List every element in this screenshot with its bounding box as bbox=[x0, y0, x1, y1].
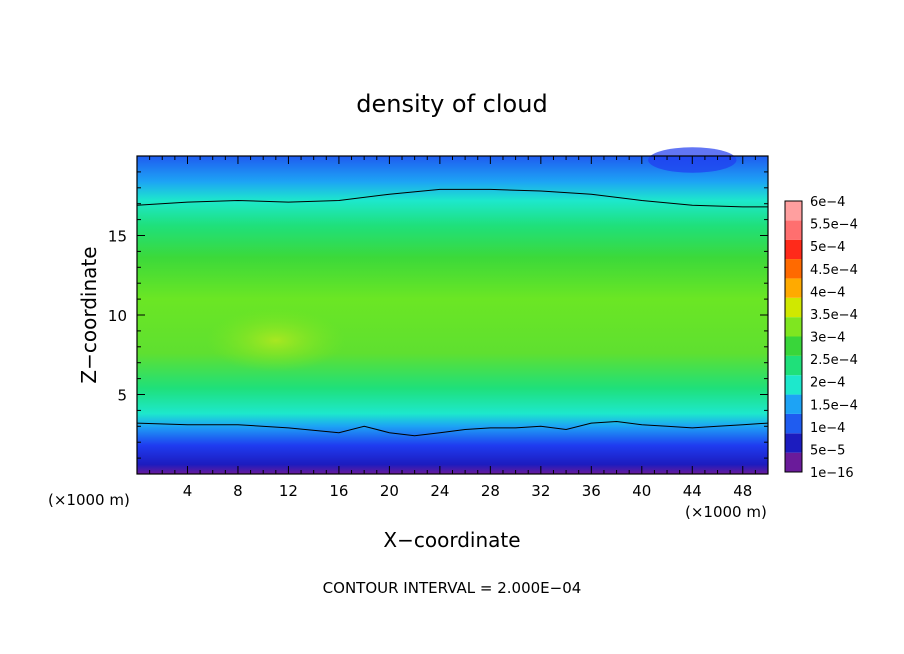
contour-line-2 bbox=[136, 188, 768, 208]
colorbar-swatch bbox=[785, 375, 802, 395]
contour-interval-label: CONTOUR INTERVAL = 2.000E−04 bbox=[323, 579, 582, 597]
x-tick-label: 12 bbox=[279, 482, 298, 500]
colorbar-label: 1e−4 bbox=[810, 421, 845, 436]
x-tick-label: 32 bbox=[531, 482, 550, 500]
colorbar-label: 1.5e−4 bbox=[810, 398, 858, 413]
colorbar-label: 4e−4 bbox=[810, 285, 845, 300]
colorbar-swatch bbox=[785, 452, 802, 472]
y-axis: 5 10 15 bbox=[108, 171, 768, 459]
x-tick-label: 44 bbox=[683, 482, 702, 500]
y-tick-label: 15 bbox=[108, 228, 127, 246]
colorbar-label: 5.5e−4 bbox=[810, 218, 858, 233]
x-tick-label: 8 bbox=[233, 482, 243, 500]
x-unit-right: (×1000 m) bbox=[685, 503, 767, 521]
x-tick-label: 20 bbox=[380, 482, 399, 500]
colorbar-swatch bbox=[785, 355, 802, 376]
colorbar-swatch bbox=[785, 201, 802, 221]
colorbar-swatch bbox=[785, 394, 802, 414]
colorbar-swatch bbox=[785, 220, 802, 240]
x-tick-label: 24 bbox=[430, 482, 449, 500]
colorbar-swatch bbox=[785, 239, 802, 260]
plot-area bbox=[136, 147, 769, 475]
colorbar-label: 2.5e−4 bbox=[810, 353, 858, 368]
x-axis: 4 8 12 16 20 24 28 32 36 40 44 48 bbox=[149, 156, 756, 500]
colorbar-swatch bbox=[785, 433, 802, 453]
colorbar-swatch bbox=[785, 259, 802, 279]
colorbar-label: 2e−4 bbox=[810, 376, 845, 391]
colorbar-frame bbox=[784, 200, 803, 473]
colorbar-label: 3e−4 bbox=[810, 331, 845, 346]
x-tick-label: 40 bbox=[632, 482, 651, 500]
y-axis-title: Z−coordinate bbox=[77, 246, 101, 383]
x-tick-label: 48 bbox=[733, 482, 752, 500]
chart-title: density of cloud bbox=[356, 90, 547, 118]
x-unit-left: (×1000 m) bbox=[48, 491, 130, 509]
colorbar-label: 6e−4 bbox=[810, 195, 845, 210]
x-tick-label: 16 bbox=[329, 482, 348, 500]
colorbar-label: 5e−5 bbox=[810, 443, 845, 458]
contour-line-1 bbox=[136, 420, 769, 437]
x-tick-label: 4 bbox=[183, 482, 193, 500]
colorbar-label: 4.5e−4 bbox=[810, 263, 858, 278]
x-axis-title: X−coordinate bbox=[383, 528, 520, 552]
colorbar-label: 5e−4 bbox=[810, 240, 845, 255]
x-tick-label: 36 bbox=[582, 482, 601, 500]
colorbar-label: 1e−16 bbox=[810, 466, 854, 481]
colorbar-label: 3.5e−4 bbox=[810, 308, 858, 323]
colorbar-swatch bbox=[785, 317, 802, 337]
colorbar-swatch bbox=[785, 278, 802, 298]
density-core bbox=[206, 308, 346, 373]
colorbar-swatch bbox=[785, 336, 802, 356]
colorbar-swatch bbox=[785, 413, 802, 434]
x-tick-label: 28 bbox=[481, 482, 500, 500]
y-tick-label: 10 bbox=[108, 307, 127, 325]
y-tick-label: 5 bbox=[117, 387, 127, 405]
colorbar: 1e−16 5e−5 1e−4 1.5e−4 2e−4 2.5e−4 3e−4 3.5e−4 4… bbox=[784, 195, 858, 481]
colorbar-swatch bbox=[785, 297, 802, 318]
